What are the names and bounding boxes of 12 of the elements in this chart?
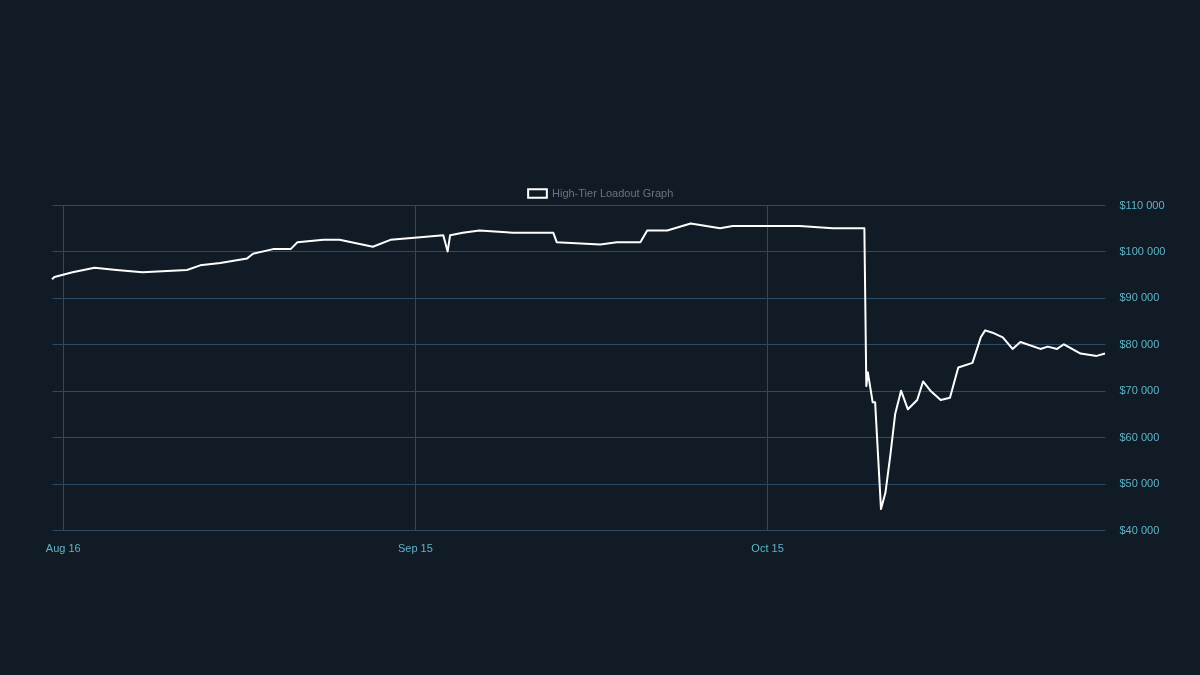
y-tick-label: $50 000 — [1119, 477, 1160, 490]
x-tick-label: Oct 15 — [751, 541, 784, 554]
x-tick-label: Sep 15 — [397, 541, 433, 554]
y-tick-label: $40 000 — [1119, 523, 1160, 536]
y-tick-label: $80 000 — [1119, 337, 1160, 350]
y-tick-label: $90 000 — [1119, 291, 1160, 304]
legend-label: High-Tier Loadout Graph — [552, 186, 674, 199]
y-tick-label: $100 000 — [1119, 244, 1166, 257]
y-tick-label: $70 000 — [1119, 384, 1160, 397]
y-tick-label: $110 000 — [1119, 198, 1165, 211]
y-tick-label: $60 000 — [1119, 430, 1160, 443]
x-tick-label: Aug 16 — [45, 541, 81, 554]
